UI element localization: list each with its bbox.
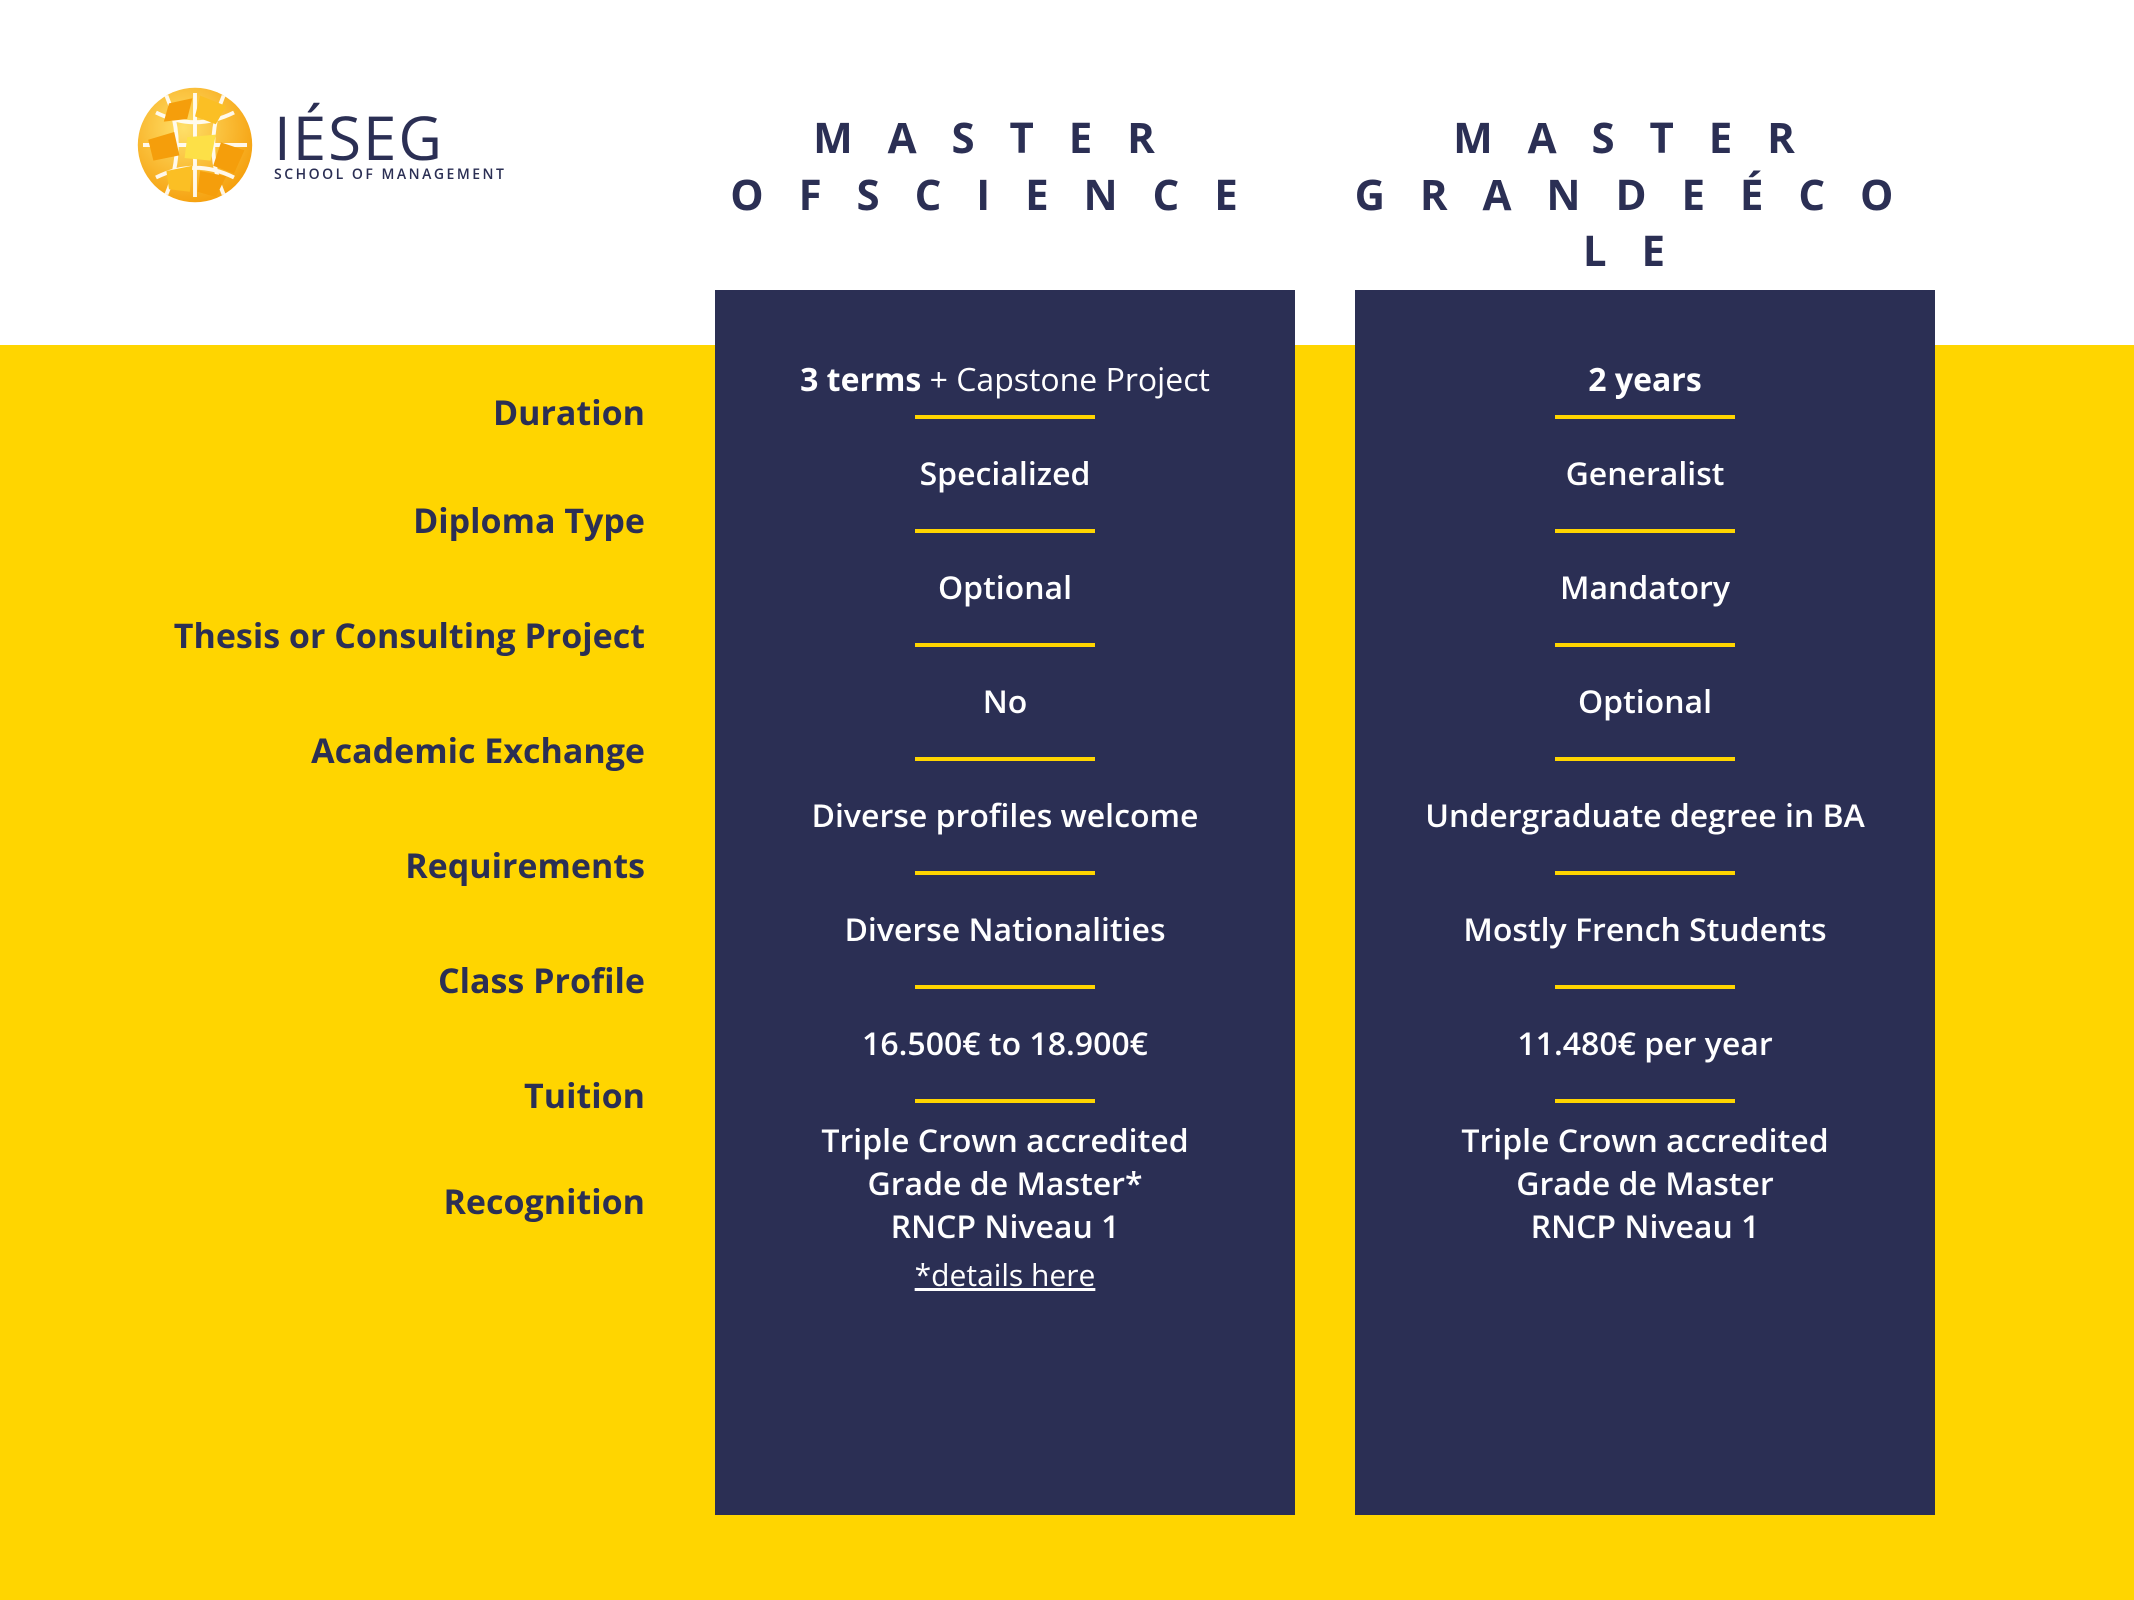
header-master-of-science: M A S T E R O F S C I E N C E [700,110,1280,280]
header-a-line2: O F S C I E N C E [700,167,1280,224]
row-labels: Duration Diploma Type Thesis or Consulti… [0,362,680,1352]
a-recognition-l3: RNCP Niveau 1 [891,1205,1120,1248]
cell-b-exchange: Optional [1355,647,1935,757]
details-link[interactable]: *details here [915,1255,1096,1296]
header-a-line1: M A S T E R [700,110,1280,167]
cell-b-profile: Mostly French Students [1355,875,1935,985]
cell-b-tuition: 11.480€ per year [1355,989,1935,1099]
a-recognition-l1: Triple Crown accredited [821,1119,1188,1162]
card-master-of-science: 3 terms + Capstone Project Specialized O… [715,290,1295,1515]
label-requirements: Requirements [0,807,680,922]
column-headers: M A S T E R O F S C I E N C E M A S T E … [0,110,2134,280]
cell-a-profile: Diverse Nationalities [715,875,1295,985]
a-recognition-l2: Grade de Master* [868,1162,1143,1205]
cell-b-duration: 2 years [1355,345,1935,415]
label-recognition: Recognition [0,1152,680,1352]
label-exchange: Academic Exchange [0,692,680,807]
label-duration: Duration [0,362,680,462]
header-master-grande-ecole: M A S T E R G R A N D E É C O L E [1340,110,1920,280]
cell-a-diploma: Specialized [715,419,1295,529]
cell-a-requirements: Diverse profiles welcome [715,761,1295,871]
cell-a-exchange: No [715,647,1295,757]
label-diploma-type: Diploma Type [0,462,680,577]
label-thesis: Thesis or Consulting Project [0,577,680,692]
header-b-line2: G R A N D E É C O L E [1340,167,1920,280]
cell-a-thesis: Optional [715,533,1295,643]
cell-a-tuition: 16.500€ to 18.900€ [715,989,1295,1099]
cell-b-thesis: Mandatory [1355,533,1935,643]
cell-b-requirements: Undergraduate degree in BA [1355,761,1935,871]
label-tuition: Tuition [0,1037,680,1152]
card-master-grande-ecole: 2 years Generalist Mandatory Optional Un… [1355,290,1935,1515]
b-recognition-l2: Grade de Master [1516,1162,1773,1205]
a-duration-rest: + Capstone Project [921,358,1210,401]
cell-a-duration: 3 terms + Capstone Project [715,345,1295,415]
b-recognition-l1: Triple Crown accredited [1461,1119,1828,1162]
a-duration-bold: 3 terms [800,358,921,401]
b-recognition-l3: RNCP Niveau 1 [1531,1205,1760,1248]
header-b-line1: M A S T E R [1340,110,1920,167]
cell-b-recognition: Triple Crown accredited Grade de Master … [1355,1103,1935,1249]
cell-a-recognition: Triple Crown accredited Grade de Master*… [715,1103,1295,1295]
label-class-profile: Class Profile [0,922,680,1037]
cell-b-diploma: Generalist [1355,419,1935,529]
